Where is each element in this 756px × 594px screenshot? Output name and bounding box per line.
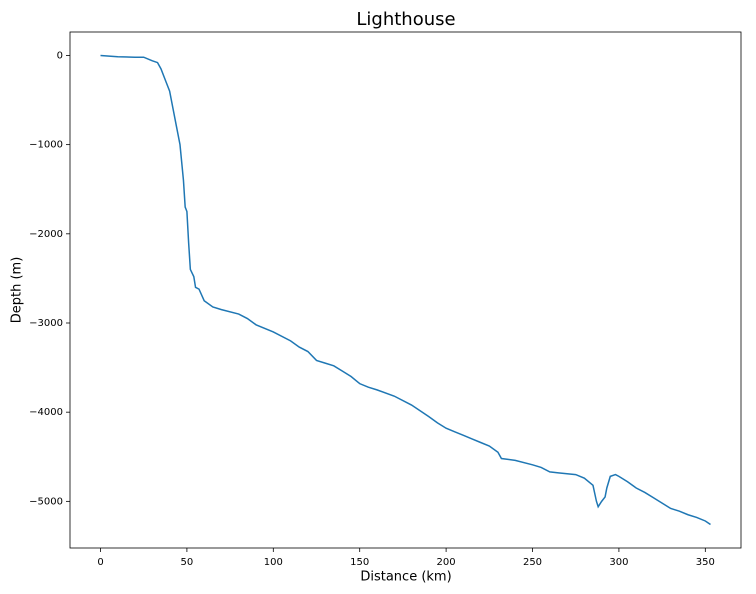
plot-frame — [69, 31, 742, 549]
y-tick-label: −2000 — [29, 229, 63, 240]
x-tick-label: 300 — [609, 557, 628, 568]
x-tick-label: 200 — [437, 557, 456, 568]
y-tick-label: −4000 — [29, 407, 63, 418]
x-tick-label: 100 — [264, 557, 283, 568]
x-tick-label: 150 — [350, 557, 369, 568]
y-tick-label: 0 — [57, 50, 63, 61]
y-axis-label: Depth (m) — [10, 257, 25, 324]
chart-title: Lighthouse — [356, 9, 455, 30]
y-tick-label: −1000 — [29, 140, 63, 151]
x-tick-label: 50 — [181, 557, 194, 568]
data-line — [100, 54, 711, 526]
x-tick-label: 350 — [696, 557, 715, 568]
x-tick-label: 0 — [97, 557, 103, 568]
y-tick-label: −3000 — [29, 318, 63, 329]
x-tick-label: 250 — [523, 557, 542, 568]
y-tick-label: −5000 — [29, 496, 63, 507]
x-axis-label: Distance (km) — [360, 570, 451, 585]
